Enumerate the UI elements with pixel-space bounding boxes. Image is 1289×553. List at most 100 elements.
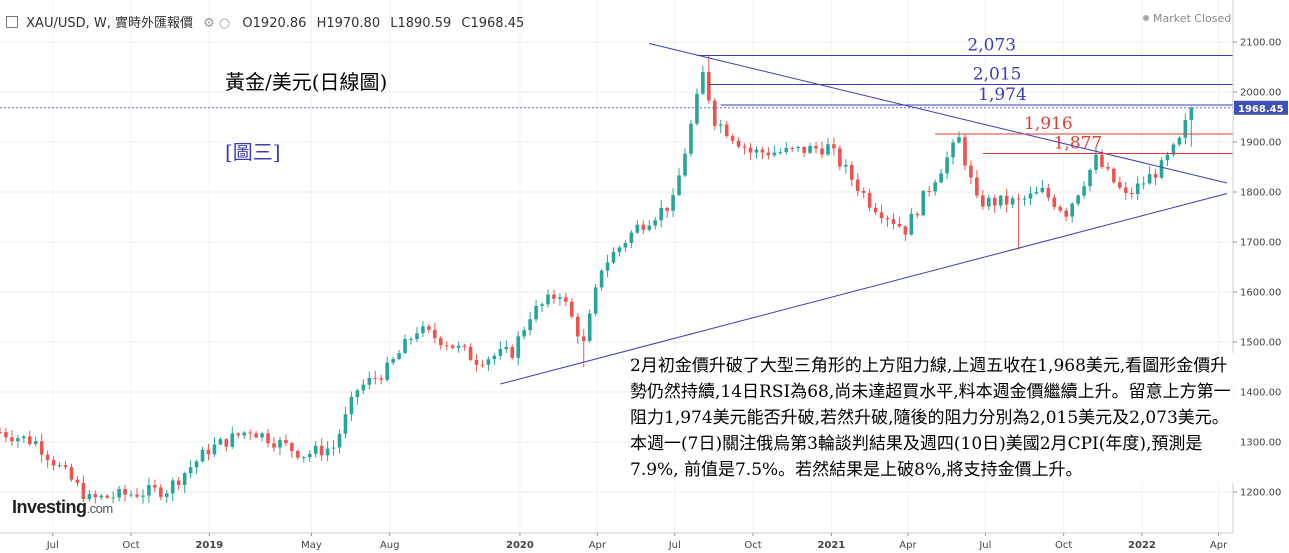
candle-body-94 — [558, 297, 562, 299]
x-tick-label-1: Oct — [122, 540, 139, 551]
candle-body-4 — [22, 436, 26, 439]
candle-body-171 — [1016, 198, 1021, 200]
candle-body-6 — [33, 441, 38, 445]
trendline-0 — [649, 43, 1228, 184]
candle-body-21 — [123, 488, 127, 495]
candle-body-166 — [986, 197, 991, 207]
candle-body-2 — [10, 437, 14, 442]
candle-body-189 — [1123, 187, 1128, 193]
candle-body-131 — [778, 152, 783, 154]
candle-body-96 — [570, 301, 574, 317]
candle-body-120 — [712, 100, 717, 126]
y-tick-label-8: 2000.00 — [1240, 88, 1281, 99]
candle-body-57 — [337, 433, 342, 448]
candle-body-34 — [200, 449, 205, 462]
candle-body-79 — [468, 346, 473, 360]
candle-body-107 — [635, 224, 640, 233]
x-tick-label-11: Jul — [978, 540, 991, 551]
investing-logo[interactable]: Investing.com — [12, 497, 113, 518]
candle-body-181 — [1076, 195, 1080, 204]
candle-body-110 — [653, 220, 658, 226]
candle-body-129 — [766, 152, 771, 156]
candle-body-147 — [873, 207, 878, 213]
candle-body-167 — [992, 197, 997, 206]
x-tick-label-7: Jul — [668, 540, 681, 551]
candle-body-146 — [867, 192, 872, 208]
candle-body-76 — [450, 345, 455, 348]
low-value: L1890.59 — [390, 16, 452, 31]
candle-body-19 — [111, 497, 115, 499]
candle-body-85 — [504, 347, 509, 350]
collapse-icon[interactable] — [6, 16, 18, 28]
y-tick-label-6: 1800.00 — [1240, 188, 1281, 199]
candle-body-186 — [1106, 166, 1110, 169]
candle-body-103 — [611, 252, 616, 263]
candle-body-98 — [581, 336, 586, 341]
candle-body-138 — [820, 148, 824, 155]
logo-suffix: .com — [86, 501, 114, 516]
candle-body-54 — [319, 445, 324, 456]
candle-body-93 — [552, 294, 556, 299]
candle-body-111 — [659, 207, 663, 221]
candle-body-164 — [975, 177, 979, 196]
candle-body-153 — [909, 213, 914, 235]
candle-body-151 — [897, 223, 902, 227]
level-label-3: 1,916 — [1024, 114, 1073, 134]
logo-text: Investing — [12, 497, 87, 517]
candle-body-144 — [855, 179, 860, 191]
candle-body-5 — [27, 436, 32, 445]
candle-body-74 — [438, 338, 443, 346]
candle-body-73 — [433, 329, 437, 339]
candle-body-106 — [629, 232, 634, 244]
candle-body-125 — [742, 146, 747, 148]
candle-body-200 — [1189, 107, 1194, 121]
candle-body-18 — [105, 495, 110, 498]
candle-body-121 — [718, 124, 723, 126]
candle-body-80 — [474, 359, 479, 365]
candle-body-59 — [349, 397, 354, 415]
symbol-label[interactable]: XAU/USD, W, 實時外匯報價 — [26, 16, 193, 31]
candle-body-97 — [575, 316, 580, 337]
candle-body-13 — [75, 479, 80, 483]
candle-body-32 — [188, 467, 193, 474]
candle-body-104 — [617, 247, 622, 253]
candle-body-11 — [63, 465, 68, 468]
candle-body-87 — [516, 336, 521, 358]
candle-body-168 — [998, 195, 1003, 206]
candle-body-75 — [444, 345, 449, 347]
y-tick-label-4: 1600.00 — [1240, 288, 1281, 299]
candle-body-183 — [1088, 169, 1092, 187]
candle-body-23 — [135, 494, 139, 497]
candle-body-37 — [218, 439, 223, 445]
candle-body-88 — [522, 330, 526, 337]
x-tick-label-4: Aug — [380, 540, 400, 551]
candle-body-25 — [147, 485, 151, 496]
candle-body-67 — [397, 353, 401, 360]
candle-body-64 — [379, 378, 384, 380]
market-status-label: Market Closed — [1153, 12, 1232, 25]
candle-body-135 — [802, 146, 806, 153]
candle-body-136 — [808, 145, 812, 153]
candle-body-72 — [427, 326, 431, 330]
x-tick-label-10: Apr — [899, 540, 917, 551]
candle-body-1 — [4, 432, 8, 438]
candle-body-116 — [689, 123, 693, 154]
candle-body-60 — [355, 390, 360, 398]
candle-body-118 — [701, 71, 705, 94]
candle-body-68 — [403, 339, 407, 354]
candle-body-170 — [1010, 198, 1015, 205]
candle-body-143 — [849, 164, 854, 180]
candle-body-36 — [212, 444, 217, 455]
chart-header: XAU/USD, W, 實時外匯報價 ⚙ ○ O1920.86 H1970.80… — [6, 12, 530, 31]
candle-body-174 — [1034, 191, 1039, 194]
candle-body-3 — [16, 438, 20, 442]
candle-body-141 — [838, 148, 842, 167]
market-status: Market Closed — [1143, 12, 1231, 25]
candle-body-105 — [623, 243, 628, 248]
candle-body-194 — [1153, 174, 1158, 178]
settings-icon[interactable]: ⚙ ○ — [203, 16, 231, 31]
candle-body-124 — [736, 140, 741, 147]
candle-body-172 — [1022, 198, 1027, 200]
